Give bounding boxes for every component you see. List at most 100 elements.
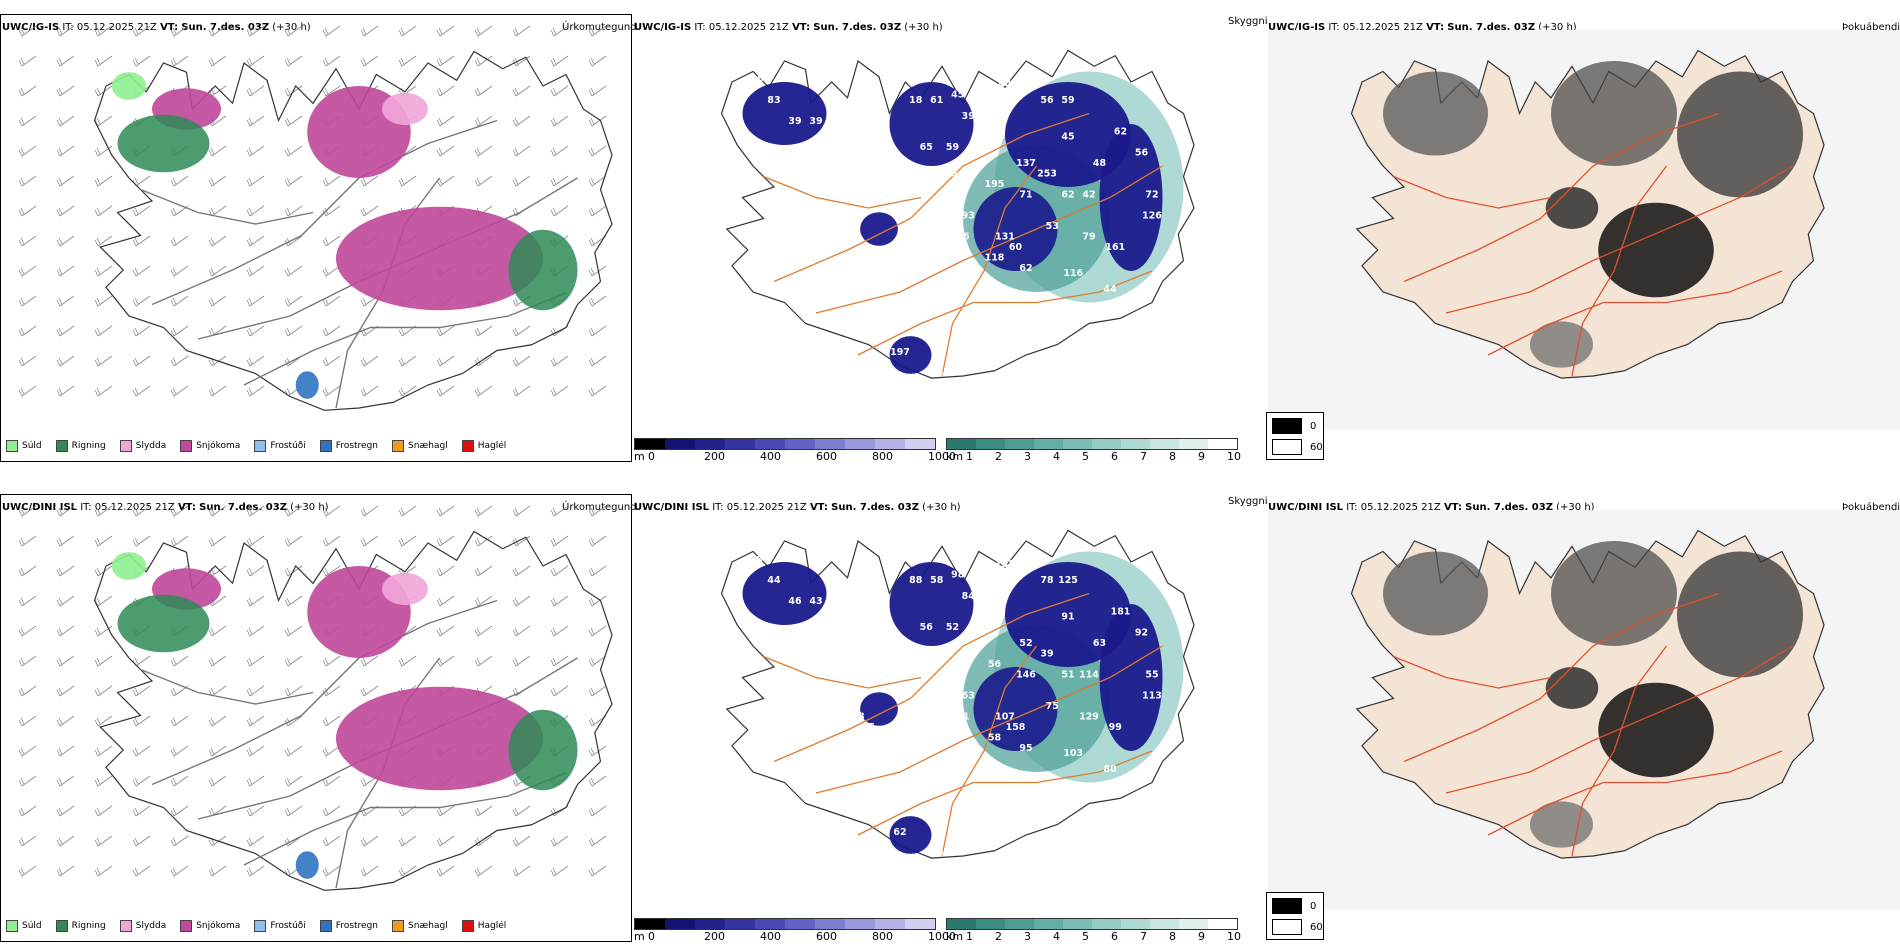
precip-legend-bottom: Súld Rigning Slydda Snjókoma Frostúði Frostre… xyxy=(6,920,506,932)
iceland-precip-bottom xyxy=(93,530,613,891)
ceiling-value-label: 58 xyxy=(988,733,1001,744)
precip-title-bottom: Úrkomutegund xyxy=(562,502,637,513)
ceiling-value-label: 43 xyxy=(809,596,822,607)
height-scale-step xyxy=(815,439,845,449)
wind-barb xyxy=(170,865,189,877)
height-scale-bar-top xyxy=(634,438,936,450)
ceiling-value-label: 56 xyxy=(1040,95,1054,106)
wind-barb xyxy=(284,265,303,277)
vis-scale-unit-bottom: km xyxy=(946,930,964,943)
fog-road xyxy=(1403,592,1720,763)
ceiling-value-label: 74 xyxy=(746,148,760,159)
wind-barb xyxy=(588,175,607,187)
ceiling-value-label: 65 xyxy=(773,628,786,639)
wind-barb xyxy=(18,265,37,277)
ceiling-value-label: 88 xyxy=(909,575,922,586)
wind-barb xyxy=(94,805,113,817)
legend-item-frostregn: Frostregn xyxy=(319,920,378,932)
ceiling-value-label: 42 xyxy=(878,848,891,859)
wind-barb xyxy=(56,655,75,667)
wind-barb xyxy=(284,775,303,787)
ceiling-value-label: 129 xyxy=(1079,712,1099,723)
wind-barb xyxy=(246,145,265,157)
ceiling-value-label: 114 xyxy=(1079,670,1099,681)
wind-barb xyxy=(474,805,493,817)
wind-barb xyxy=(588,685,607,697)
rain-area xyxy=(117,114,210,173)
wind-barb xyxy=(18,175,37,187)
ceiling-value-label: 125 xyxy=(1058,575,1078,586)
height-scale-step xyxy=(815,919,845,929)
cloud-area xyxy=(1677,551,1803,678)
vis-scale-tick: 8 xyxy=(1169,450,1176,463)
legend-swatch xyxy=(254,920,267,932)
wind-barb xyxy=(322,565,341,577)
wind-barb xyxy=(284,115,303,127)
wind-barb xyxy=(170,235,189,247)
legend-label: Rigning xyxy=(71,441,106,451)
wind-barb xyxy=(56,265,75,277)
vis-scale-step xyxy=(976,919,1005,929)
ceiling-road xyxy=(773,592,1090,763)
header-fog-top: UWC/IG-IS IT: 05.12.2025 21Z VT: Sun. 7.… xyxy=(1268,22,1577,33)
cloud-area xyxy=(1383,71,1488,156)
legend-item-súld: Súld xyxy=(6,440,42,452)
height-scale-bar-bottom xyxy=(634,918,936,930)
vis-scale-tick: 5 xyxy=(1082,450,1089,463)
legend-label: Haglél xyxy=(477,441,507,451)
wind-barb xyxy=(56,535,75,547)
ceiling-value-label: 61 xyxy=(930,95,943,106)
wind-barb xyxy=(284,715,303,727)
ceiling-road xyxy=(857,750,1153,836)
wind-barb xyxy=(284,535,303,547)
wind-barb xyxy=(322,265,341,277)
wind-barb xyxy=(246,595,265,607)
cloud-area xyxy=(1530,321,1593,368)
legend-item-haglél: Haglél xyxy=(461,920,506,932)
ceiling-value-label: 63 xyxy=(1093,638,1106,649)
wind-barb xyxy=(436,355,455,367)
height-scale-tick: 800 xyxy=(872,450,893,463)
vis-scale-step xyxy=(1063,439,1092,449)
ceiling-area xyxy=(889,336,932,374)
legend-label: Snæhagl xyxy=(408,921,448,931)
ceiling-value-label: 51 xyxy=(1061,670,1074,681)
rain-area xyxy=(117,594,210,653)
wind-barb xyxy=(132,55,151,67)
ceiling-value-label: 60 xyxy=(1009,242,1023,253)
wind-barb xyxy=(208,715,227,727)
ceiling-value-label: 126 xyxy=(1142,210,1162,221)
wind-barb xyxy=(56,355,75,367)
wind-barb xyxy=(550,655,569,667)
ceiling-value-label: 106 xyxy=(937,169,957,180)
wind-barb xyxy=(170,745,189,757)
legend-item-rigning: Rigning xyxy=(55,920,106,932)
vis-scale-unit-top: km xyxy=(946,450,964,463)
wind-barb xyxy=(94,115,113,127)
ceiling-value-label: 39 xyxy=(788,116,801,127)
wind-barb xyxy=(588,805,607,817)
height-scale-step xyxy=(725,439,755,449)
ceiling-area xyxy=(889,816,932,854)
wind-barb xyxy=(56,235,75,247)
ceiling-value-label: 137 xyxy=(1016,158,1036,169)
wind-barb xyxy=(512,595,531,607)
wind-barb xyxy=(474,835,493,847)
wind-barb xyxy=(512,85,531,97)
wind-barb xyxy=(588,295,607,307)
legend-item-súld: Súld xyxy=(6,920,42,932)
wind-barb xyxy=(94,685,113,697)
ceiling-value-label: 91 xyxy=(1061,612,1074,623)
vis-scale-step xyxy=(1092,919,1121,929)
wind-barb xyxy=(94,835,113,847)
ceiling-area xyxy=(973,187,1058,271)
snow-area xyxy=(336,686,543,791)
wind-barb xyxy=(550,535,569,547)
wind-barb xyxy=(360,865,379,877)
wind-barb xyxy=(474,625,493,637)
vis-scale-tick: 10 xyxy=(1227,450,1241,463)
ceiling-value-label: 161 xyxy=(1105,242,1125,253)
cloud-area xyxy=(1677,71,1803,198)
wind-barb xyxy=(512,115,531,127)
